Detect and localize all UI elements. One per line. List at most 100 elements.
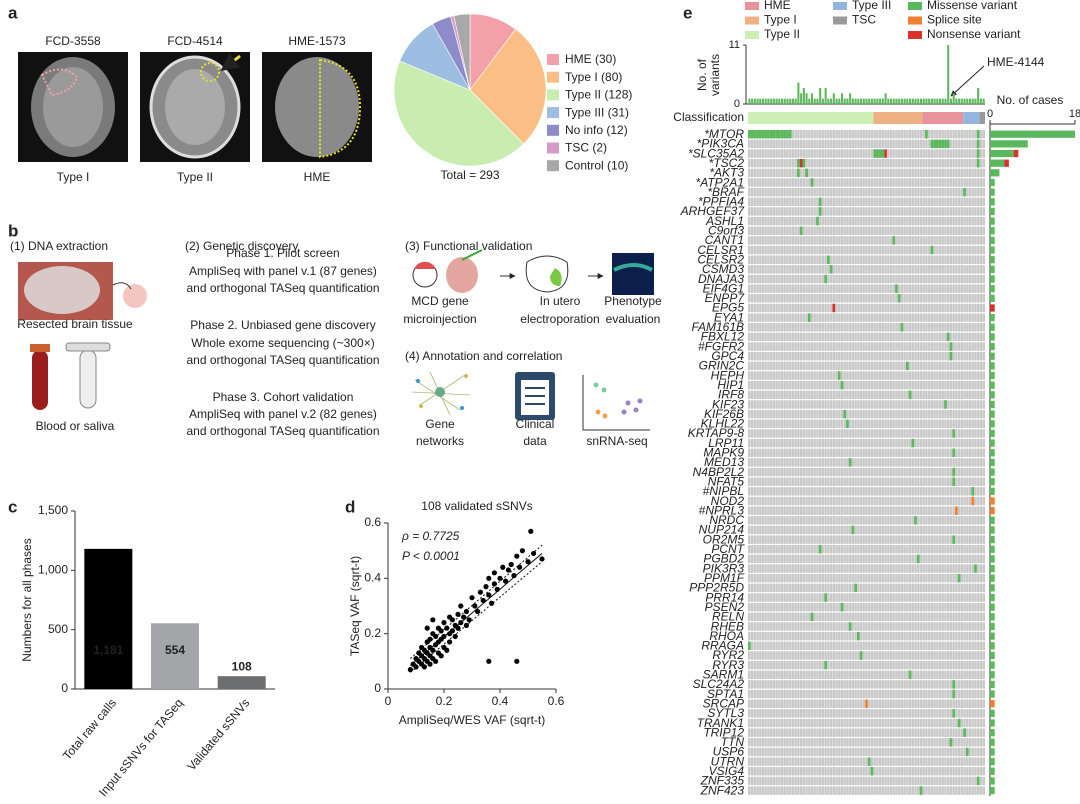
grid-row [748,158,985,168]
variant-cell [963,187,966,197]
variant-cell [856,631,860,641]
variant-bar [952,93,955,104]
variant-bar [797,82,800,104]
point [477,589,483,595]
variant-cell [892,236,896,245]
case-bar [990,285,995,293]
variant-cell [955,506,958,515]
point [511,572,517,579]
variant-cell [944,400,947,409]
case-bar [990,439,995,447]
variant-bar [789,98,792,104]
variant-bar [971,98,974,104]
point [447,639,453,645]
variant-cell [788,130,792,139]
case-bar [990,748,995,756]
case-bar [990,786,995,795]
step-title: (3) Functional validation [405,239,532,253]
case-bar [990,680,995,689]
variant-cell [957,574,961,583]
pie-slice [453,13,471,91]
case-bar [990,690,995,698]
annotation: ρ = 0.7725 [401,529,460,543]
grid-row [748,197,985,207]
gene-grid [748,130,985,796]
variant-cell [908,670,912,679]
grid-row [748,400,985,409]
variant-cell [971,487,975,496]
variant-bar [941,98,944,104]
variant-cell [843,409,847,419]
variant-cell [818,197,822,207]
case-bar [990,564,995,573]
annotation-icons [411,371,650,431]
variant-bar [835,98,838,104]
variant-cell [965,747,969,757]
step-title: (1) DNA extraction [10,239,108,253]
point [441,633,447,640]
variant-cell [783,130,787,139]
point [444,647,450,653]
variant-cell [971,496,975,506]
mri-images [18,52,372,162]
gene-label: SYTL3 [707,706,744,720]
caption: microinjection [403,312,476,326]
variant-bar [873,98,876,104]
point [449,617,455,623]
caption: data [523,434,547,448]
gene-label: PIK3R3 [703,561,745,575]
x-tick-label: 0 [385,694,392,708]
point [475,608,481,615]
y-axis-label: variants [708,54,722,96]
variant-cell [881,149,885,158]
point [497,575,503,581]
gene-label: RYR3 [712,658,744,672]
variant-cell [748,130,751,139]
point [472,603,478,609]
point [413,664,419,670]
variant-cell [750,130,754,139]
variant-cell [824,593,827,602]
variant-cell [933,139,936,149]
gene-label: IRF8 [718,388,744,402]
variant-bar [898,98,901,104]
case-bar [990,400,995,409]
variant-cell [952,477,956,486]
variant-bar [761,98,765,104]
gene-label: GPC4 [711,349,744,363]
variant-bar [830,98,833,104]
point [505,567,511,573]
case-bar [990,468,995,476]
grid-row [748,564,985,573]
point [519,548,526,554]
variant-cell [949,738,953,747]
case-bar [990,555,995,563]
variant-cell [911,438,915,448]
grid-row [748,168,985,178]
legend-label: TSC [852,13,876,27]
variant-bar [889,98,893,104]
variant-cell [797,158,800,168]
classification-label: Classification [673,110,744,124]
gene-label: RRAGA [701,639,744,653]
variant-cell [764,130,768,139]
variant-bar [800,93,803,104]
panel-label: c [8,497,17,516]
variant-bar [764,98,767,104]
variant-bar [925,98,928,104]
point [486,658,492,664]
variant-cell [818,207,822,216]
caption: Clinical [516,417,555,431]
case-bar [990,709,995,717]
case-bar [990,304,995,312]
case-bar [990,236,995,245]
case-bar [990,738,995,746]
case-bar [990,294,995,302]
case-bar [990,516,995,524]
tissue-icon [18,262,147,320]
variant-bar [854,98,857,104]
variant-bar [881,98,884,104]
step-title: (2) Genetic discovery [185,239,298,253]
x-axis-label: AmpliSeq/WES VAF (sqrt-t) [399,713,545,727]
class-segment [748,112,874,124]
